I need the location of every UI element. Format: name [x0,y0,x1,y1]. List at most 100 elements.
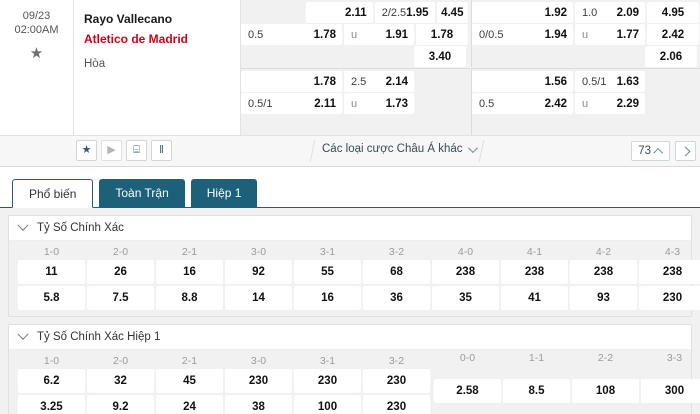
odds-cell-handicap[interactable]: 1.56 [472,71,573,92]
odds-cell-1x2[interactable]: 3.40 [414,46,466,67]
odds-count-button[interactable]: 73 [631,141,670,161]
home-away-scores-odds-row: 5.8 7.5 8.8 14 16 36 35 41 93 230 [18,286,700,310]
stats-icon[interactable]: ‖ [151,140,172,161]
toolbar-divider [309,140,316,162]
odds-cell-total[interactable]: u 2.29 [575,93,645,114]
score-odds-cell[interactable]: 8.5 [503,379,570,403]
score-odds-cell[interactable]: 238 [570,260,637,284]
odds-cell-line: u [582,28,589,41]
score-odds-cell[interactable]: 92 [225,260,292,284]
odds-row: 1.78 2.5 2.14 [241,71,470,92]
odds-cell-value: 2.14 [385,75,408,88]
odds-cell-1x2[interactable]: 2.06 [645,46,697,67]
score-odds-cell[interactable]: 41 [501,286,568,310]
score-odds-cell[interactable]: 35 [432,286,499,310]
score-odds-cell[interactable]: 230 [294,369,361,393]
home-team-name[interactable]: Rayo Vallecano [84,12,173,26]
odds-cell-handicap[interactable]: 0.5/1 2.11 [241,93,342,114]
score-odds-cell[interactable]: 9.2 [87,395,154,414]
score-odds-cell[interactable]: 3.25 [18,395,85,414]
score-odds-cell[interactable]: 6.2 [18,369,85,393]
odds-cell-handicap[interactable]: 1.92 [472,2,573,23]
score-odds-cell[interactable]: 108 [572,379,639,403]
score-odds-cell[interactable]: 230 [363,369,430,393]
score-odds-cell[interactable]: 55 [294,260,361,284]
tab-label: Toàn Trận [115,186,169,200]
chevron-down-icon [467,142,478,153]
odds-cell-value: 1.95 [406,6,429,19]
score-odds-cell[interactable]: 36 [363,286,430,310]
odds-cell-handicap[interactable]: 1.78 [241,71,342,92]
score-odds-cell[interactable]: 300 [641,379,700,403]
next-page-button[interactable] [675,141,696,161]
score-odds-cell[interactable]: 238 [639,260,700,284]
score-odds-cell[interactable]: 5.8 [18,286,85,310]
section-body: 1-0 2-0 2-1 3-0 3-1 3-2 4-0 4-1 4-2 4-3 11 26 16 92 55… [9,241,700,316]
score-column-header: 4-2 [595,246,612,258]
score-odds-cell[interactable]: 100 [294,395,361,414]
score-odds-cell[interactable]: 14 [225,286,292,310]
match-time: 02:00AM [14,24,59,36]
score-odds-cell[interactable]: 230 [363,395,430,414]
home-away-scores-grid: 1-0 2-0 2-1 3-0 3-1 3-2 4-0 4-1 4-2 4-3 11 26 16 92 55… [9,241,700,316]
score-odds-cell[interactable]: 230 [225,369,292,393]
score-odds-cell[interactable]: 38 [225,395,292,414]
score-odds-cell[interactable]: 7.5 [87,286,154,310]
odds-cell-total[interactable]: u 1.77 [575,24,645,45]
other-asian-bets-button[interactable]: Các loại cược Châu Á khác [322,142,478,155]
section-header[interactable]: Tỷ Số Chính Xác Hiệp 1 [9,325,691,350]
score-column-header: 0-0 [459,352,476,364]
odds-cell-1x2[interactable]: 4.45 [436,2,469,23]
score-odds-cell[interactable]: 16 [156,260,223,284]
odds-cell-handicap[interactable]: 0.5 1.78 [241,24,342,45]
stream-icon[interactable]: ⌸ [126,140,147,161]
score-odds-cell[interactable]: 11 [18,260,85,284]
odds-cell-total[interactable]: 2.5 2.14 [344,71,414,92]
score-odds-cell[interactable]: 238 [501,260,568,284]
odds-cell-1x2[interactable]: 1.78 [416,24,468,45]
home-away-scores-header-row: 1-0 2-0 2-1 3-0 3-1 3-2 [18,353,432,369]
score-column-header: 3-3 [666,352,683,364]
odds-cell-line: 0.5/1 [248,97,273,110]
score-odds-cell[interactable]: 24 [156,395,223,414]
score-odds-cell[interactable]: 16 [294,286,361,310]
score-odds-cell[interactable]: 2.58 [434,379,501,403]
odds-cell-total[interactable]: 1.0 2.09 [575,2,645,23]
tab-label: Phổ biến [29,186,77,201]
score-odds-cell[interactable]: 26 [87,260,154,284]
odds-cell-total[interactable]: 0.5/1 1.63 [575,71,645,92]
odds-cell-line: u [351,97,358,110]
score-odds-cell[interactable]: 45 [156,369,223,393]
odds-cell-empty [241,2,304,23]
odds-cell-line: 2/2.5 [381,6,407,19]
bet-section-1: Tỷ Số Chính Xác Hiệp 1 1-0 2-0 2-1 3-0 3-1 3-2… [8,324,700,414]
score-odds-cell[interactable]: 93 [570,286,637,310]
odds-cell-handicap[interactable]: 0/0.5 1.94 [472,24,573,45]
tab-0[interactable]: Phổ biến [12,179,94,208]
score-odds-cell[interactable]: 230 [639,286,700,310]
section-header[interactable]: Tỷ Số Chính Xác [9,216,691,241]
score-odds-cell[interactable]: 8.8 [156,286,223,310]
odds-block-bottom-right: 1.56 0.5/1 1.63 0.5 2.42 u 2.29 [471,68,700,135]
tab-1[interactable]: Toàn Trận [99,179,185,207]
match-odds-panel: 09/23 02:00AM ★ Rayo Vallecano Atletico … [0,0,700,167]
tab-2[interactable]: Hiệp 1 [190,179,258,207]
odds-cell-handicap[interactable]: 2.11 [306,2,373,23]
odds-cell-1x2[interactable]: 4.95 [647,2,699,23]
match-date: 09/23 [22,10,51,22]
favorite-star-icon[interactable]: ★ [29,45,44,62]
bet-sections: Tỷ Số Chính Xác 1-0 2-0 2-1 3-0 3-1 3-2 4-0 4-1 4… [0,208,700,414]
odds-cell-total[interactable]: u 1.91 [344,24,414,45]
odds-cell-handicap[interactable]: 0.5 2.42 [472,93,573,114]
score-odds-cell[interactable]: 68 [363,260,430,284]
score-odds-cell[interactable]: 32 [87,369,154,393]
star-icon[interactable]: ★ [76,140,97,161]
odds-cell-total[interactable]: u 1.73 [344,93,414,114]
play-icon[interactable]: ▶ [101,140,122,161]
odds-cell-total[interactable]: 2/2.5 1.95 [374,2,435,23]
odds-row: 0.5/1 2.11 u 1.73 [241,93,470,114]
odds-count-value: 73 [638,145,651,157]
odds-cell-1x2[interactable]: 2.42 [647,24,699,45]
score-odds-cell[interactable]: 238 [432,260,499,284]
away-team-name[interactable]: Atletico de Madrid [84,32,189,46]
